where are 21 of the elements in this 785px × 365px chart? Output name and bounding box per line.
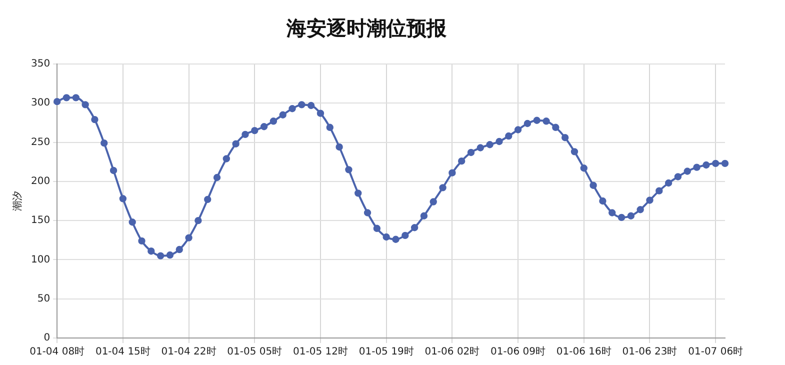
x-tick-label: 01-07 06时: [688, 346, 744, 358]
x-tick-label: 01-05 12时: [293, 346, 348, 358]
x-tick-label: 01-06 09时: [490, 346, 546, 358]
x-tick-label: 01-04 22时: [161, 346, 216, 358]
y-tick-label: 350: [30, 58, 50, 70]
x-tick-label: 01-06 23时: [622, 346, 678, 358]
x-tick-label: 01-05 19时: [358, 346, 414, 358]
y-tick-label: 200: [30, 176, 50, 188]
y-tick-label: 300: [30, 98, 50, 109]
chart-title: 海安逐时潮位预报: [286, 16, 448, 40]
x-tick-label: 01-06 02时: [424, 346, 480, 358]
x-tick-label: 01-04 15时: [95, 346, 150, 358]
y-tick-label: 50: [37, 293, 50, 304]
y-axis-title: 潮汐: [12, 191, 24, 211]
x-tick-label: 01-04 08时: [30, 346, 85, 358]
y-tick-label: 100: [30, 254, 50, 266]
y-tick-label: 250: [30, 136, 50, 148]
y-tick-label: 150: [30, 215, 50, 226]
y-tick-label: 0: [44, 332, 50, 344]
x-tick-label: 01-05 05时: [227, 346, 282, 358]
x-tick-label: 01-06 16时: [556, 346, 612, 358]
